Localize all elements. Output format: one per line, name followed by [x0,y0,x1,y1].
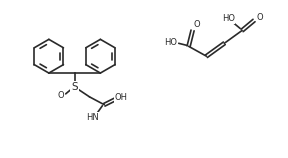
Text: O: O [57,91,64,100]
Text: O: O [257,13,263,22]
Text: HN: HN [86,113,99,122]
Text: OH: OH [115,93,128,102]
Text: S: S [71,82,78,92]
Text: O: O [193,20,200,29]
Text: HO: HO [222,14,235,23]
Text: HO: HO [164,38,177,47]
